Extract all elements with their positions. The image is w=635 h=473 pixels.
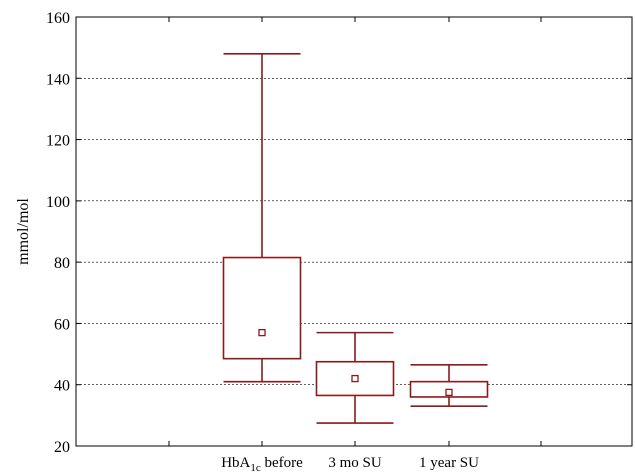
iqr-box	[222, 256, 302, 360]
x-category-label: 1 year SU	[419, 455, 479, 471]
y-axis-title: mmol/mol	[15, 198, 32, 265]
box-item	[409, 363, 489, 407]
box-item	[315, 331, 395, 424]
x-category-label: HbA1c before	[221, 455, 303, 473]
y-tick-label: 20	[54, 439, 70, 456]
y-tick-label: 140	[46, 71, 70, 88]
y-tick-label: 160	[46, 10, 70, 27]
grid-lines	[76, 77, 632, 386]
y-tick-label: 80	[54, 255, 70, 272]
y-axis: 20 40 60 80 100 120 140 160	[46, 10, 632, 456]
median-marker	[258, 328, 266, 337]
box-series	[222, 52, 489, 424]
y-tick-label: 100	[46, 194, 70, 211]
y-tick-label: 60	[54, 316, 70, 333]
y-tick-label: 40	[54, 378, 70, 395]
box-item	[222, 52, 302, 383]
median-marker	[445, 388, 453, 397]
y-tick-label: 120	[46, 133, 70, 150]
x-axis: HbA1c before 3 mo SU 1 year SU	[168, 17, 542, 473]
plot-frame	[75, 16, 633, 447]
x-category-label: 3 mo SU	[328, 455, 382, 471]
median-marker	[351, 374, 359, 383]
